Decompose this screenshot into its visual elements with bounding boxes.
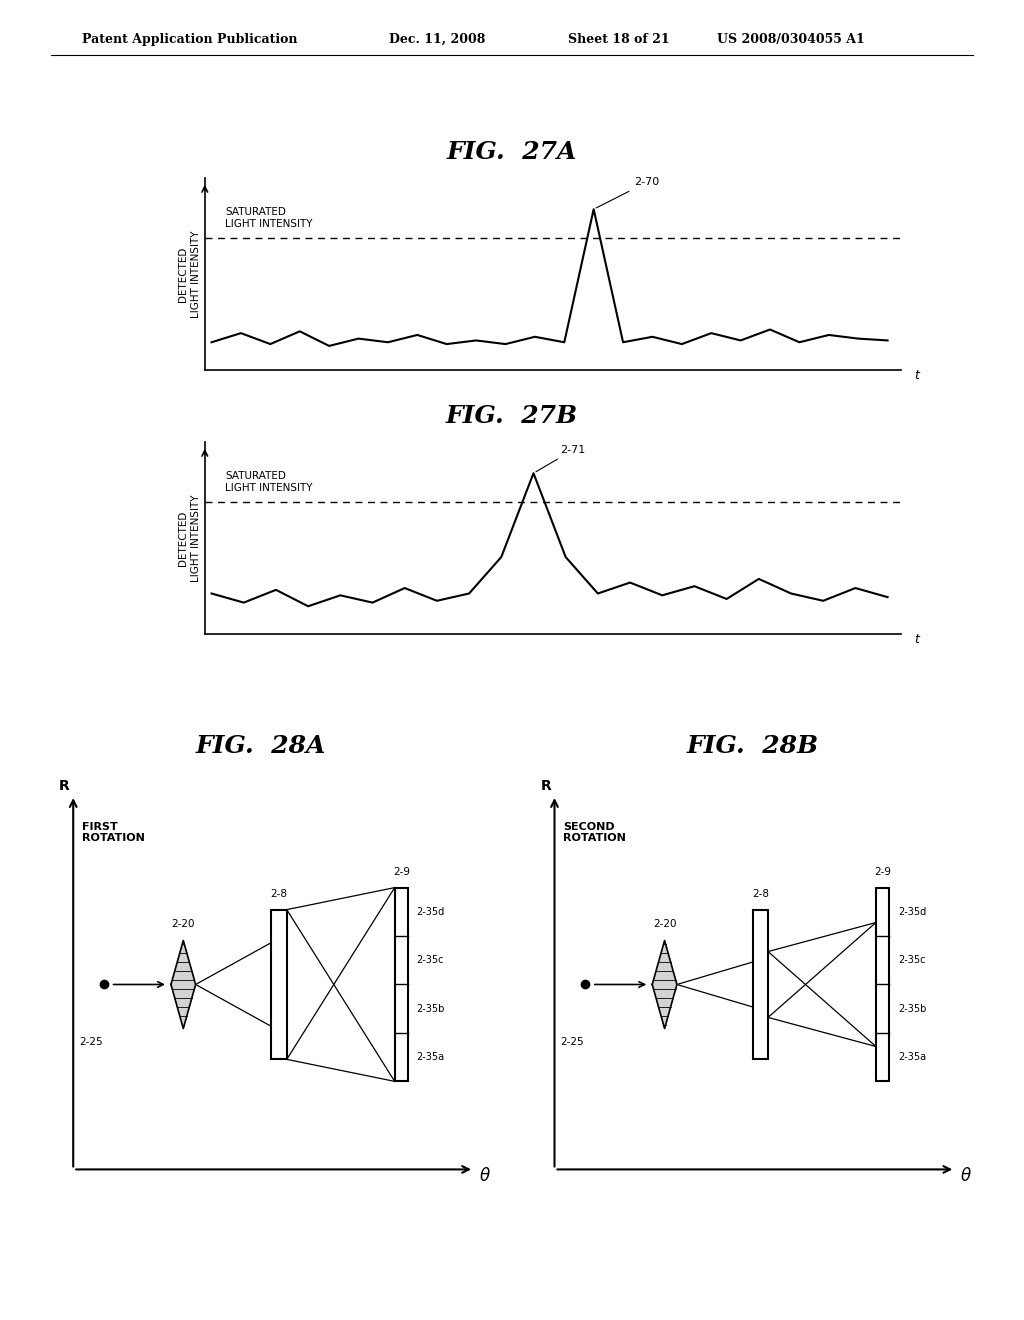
Text: 2-25: 2-25: [79, 1036, 102, 1047]
Text: 2-35a: 2-35a: [898, 1052, 926, 1063]
Text: $\theta$: $\theta$: [961, 1167, 972, 1185]
Text: 2-70: 2-70: [596, 177, 659, 209]
Text: US 2008/0304055 A1: US 2008/0304055 A1: [717, 33, 864, 46]
Text: 2-20: 2-20: [653, 920, 676, 929]
Text: t: t: [914, 632, 920, 645]
Text: R: R: [541, 779, 551, 793]
Bar: [876, 887, 889, 1081]
Bar: [753, 909, 768, 1060]
Text: 2-35b: 2-35b: [898, 1003, 927, 1014]
Text: 2-8: 2-8: [752, 888, 769, 899]
Text: FIG.  28A: FIG. 28A: [196, 734, 327, 758]
Text: 2-9: 2-9: [874, 867, 891, 876]
Polygon shape: [652, 940, 677, 1028]
Bar: [271, 909, 287, 1060]
Text: 2-35b: 2-35b: [417, 1003, 445, 1014]
Text: Sheet 18 of 21: Sheet 18 of 21: [568, 33, 670, 46]
Text: FIG.  27A: FIG. 27A: [446, 140, 578, 164]
Text: FIRST
ROTATION: FIRST ROTATION: [82, 821, 145, 843]
Text: SATURATED
LIGHT INTENSITY: SATURATED LIGHT INTENSITY: [225, 471, 312, 494]
Text: 2-71: 2-71: [536, 445, 586, 471]
Text: 2-35c: 2-35c: [417, 956, 444, 965]
Text: 2-35d: 2-35d: [417, 907, 444, 917]
Polygon shape: [171, 940, 196, 1028]
Text: 2-8: 2-8: [270, 888, 288, 899]
Text: FIG.  28B: FIG. 28B: [686, 734, 819, 758]
Bar: [394, 887, 408, 1081]
Text: FIG.  27B: FIG. 27B: [445, 404, 579, 428]
Text: 2-35a: 2-35a: [417, 1052, 444, 1063]
Text: t: t: [914, 368, 920, 381]
Text: SECOND
ROTATION: SECOND ROTATION: [563, 821, 627, 843]
Text: R: R: [59, 779, 70, 793]
Text: 2-35d: 2-35d: [898, 907, 926, 917]
Text: 2-9: 2-9: [393, 867, 410, 876]
Y-axis label: DETECTED
LIGHT INTENSITY: DETECTED LIGHT INTENSITY: [178, 230, 201, 318]
Text: 2-20: 2-20: [172, 920, 195, 929]
Text: Dec. 11, 2008: Dec. 11, 2008: [389, 33, 485, 46]
Text: Patent Application Publication: Patent Application Publication: [82, 33, 297, 46]
Text: 2-25: 2-25: [560, 1036, 584, 1047]
Y-axis label: DETECTED
LIGHT INTENSITY: DETECTED LIGHT INTENSITY: [178, 494, 201, 582]
Text: SATURATED
LIGHT INTENSITY: SATURATED LIGHT INTENSITY: [225, 207, 312, 230]
Text: 2-35c: 2-35c: [898, 956, 926, 965]
Text: $\theta$: $\theta$: [479, 1167, 490, 1185]
